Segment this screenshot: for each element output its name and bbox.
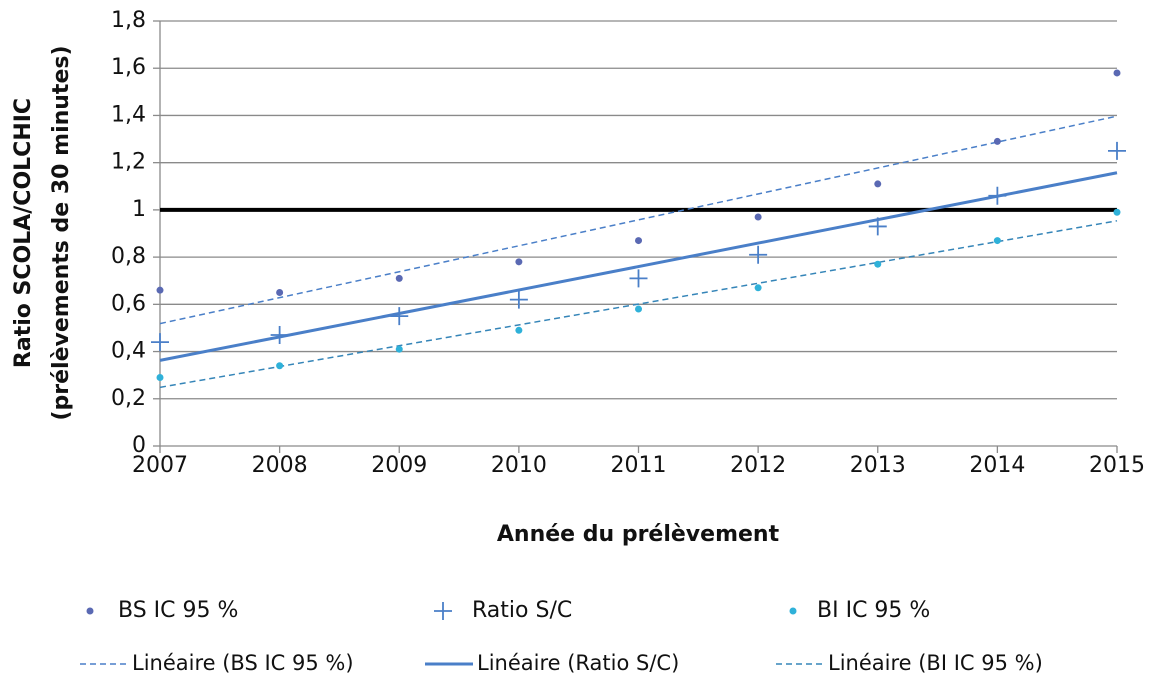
point: [993, 137, 1001, 145]
y-tick-label: 1,6: [111, 55, 146, 80]
y-tick-label: 0,2: [111, 386, 146, 411]
point: [276, 289, 284, 297]
x-axis-label: Année du prélèvement: [497, 522, 780, 547]
legend-marker: [789, 607, 797, 615]
legend-label: Linéaire (BS IC 95 %): [132, 651, 354, 675]
point: [1113, 69, 1121, 77]
point: [754, 213, 762, 221]
y-tick-label: 1,4: [111, 102, 146, 127]
point: [1108, 141, 1126, 160]
point: [390, 307, 409, 326]
legend-label: BI IC 95 %: [817, 598, 930, 623]
legend-label: BS IC 95 %: [118, 598, 238, 623]
point: [874, 180, 882, 188]
y-tick-label: 0,8: [111, 244, 146, 269]
point: [515, 326, 523, 334]
x-tick-label: 2009: [371, 453, 427, 478]
legend-label: Linéaire (Ratio S/C): [477, 651, 679, 675]
y-axis-label: Ratio SCOLA/COLCHIC: [11, 98, 36, 368]
x-tick-label: 2012: [730, 453, 786, 478]
legend-label: Linéaire (BI IC 95 %): [828, 651, 1043, 675]
point: [151, 333, 169, 352]
legend-marker: [86, 607, 94, 615]
x-tick-label: 2008: [252, 453, 308, 478]
point: [635, 305, 642, 313]
point: [868, 217, 887, 236]
y-tick-label: 1: [132, 197, 146, 222]
point: [395, 345, 403, 353]
point: [874, 260, 882, 268]
point: [754, 284, 762, 292]
trend-line: [159, 171, 1118, 362]
point: [635, 237, 642, 245]
legend-marker: [434, 602, 452, 620]
point: [395, 274, 403, 282]
point: [993, 237, 1001, 245]
point: [156, 286, 164, 294]
trend-line: [159, 115, 1118, 325]
y-tick-label: 1,2: [111, 150, 146, 175]
x-tick-label: 2013: [850, 453, 906, 478]
trend-line: [159, 220, 1118, 389]
point: [270, 326, 289, 345]
y-tick-label: 0,6: [111, 291, 146, 316]
x-tick-label: 2014: [969, 453, 1025, 478]
point: [156, 374, 164, 382]
x-tick-label: 2011: [611, 453, 667, 478]
x-tick-label: 2007: [132, 453, 188, 478]
point: [988, 186, 1007, 205]
point: [1113, 208, 1121, 216]
point: [515, 258, 523, 266]
y-tick-label: 1,8: [111, 8, 146, 33]
point: [749, 245, 768, 264]
x-tick-label: 2015: [1089, 453, 1145, 478]
y-axis-label: (prélèvements de 30 minutes): [49, 45, 74, 420]
y-tick-label: 0: [132, 433, 146, 458]
point: [509, 290, 528, 309]
x-tick-label: 2010: [491, 453, 547, 478]
point: [276, 362, 284, 370]
legend-label: Ratio S/C: [472, 598, 572, 623]
point: [629, 269, 648, 288]
y-tick-label: 0,4: [111, 339, 146, 364]
